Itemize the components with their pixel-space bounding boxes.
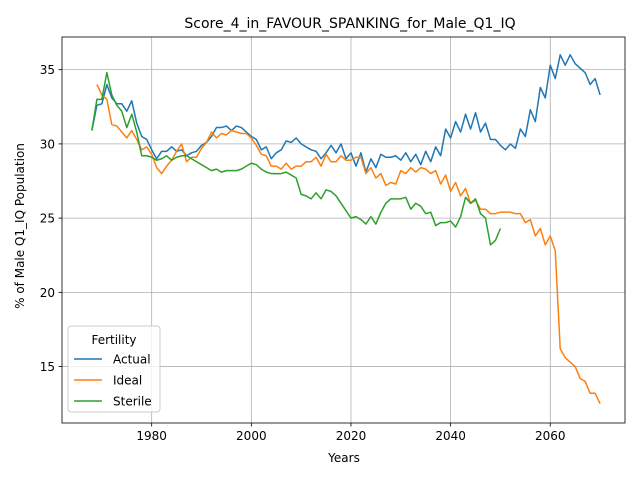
- x-axis-label: Years: [327, 451, 360, 465]
- series-layer: [91, 54, 601, 405]
- x-tick-label: 2000: [236, 429, 267, 443]
- y-tick-label: 20: [40, 286, 55, 300]
- y-axis-label: % of Male Q1_IQ Population: [13, 143, 27, 309]
- x-tick-label: 1980: [136, 429, 167, 443]
- y-tick-label: 25: [40, 212, 55, 226]
- x-tick-label: 2060: [535, 429, 566, 443]
- series-line-sterile: [91, 71, 502, 246]
- plot-frame: [61, 36, 626, 424]
- y-tick-label: 35: [40, 63, 55, 77]
- x-tick-label: 2020: [336, 429, 367, 443]
- y-tick-label: 15: [40, 360, 55, 374]
- legend-label-ideal: Ideal: [113, 374, 142, 388]
- x-tick-label: 2040: [435, 429, 466, 443]
- legend-label-actual: Actual: [113, 353, 151, 367]
- y-tick-label: 30: [40, 137, 55, 151]
- legend-items: Actual Ideal Sterile: [74, 353, 152, 409]
- legend: Fertility Actual Ideal Sterile: [67, 325, 161, 413]
- legend-label-sterile: Sterile: [113, 395, 152, 409]
- y-axis-ticks: 15 20 25 30 35: [40, 63, 62, 374]
- series-line-ideal: [96, 84, 601, 405]
- grid-lines: [62, 37, 625, 423]
- x-axis-ticks: 1980 2000 2020 2040 2060: [136, 423, 566, 443]
- chart-title: Score_4_in_FAVOUR_SPANKING_for_Male_Q1_I…: [184, 16, 515, 32]
- legend-box: [67, 325, 161, 413]
- legend-title: Fertility: [91, 333, 136, 347]
